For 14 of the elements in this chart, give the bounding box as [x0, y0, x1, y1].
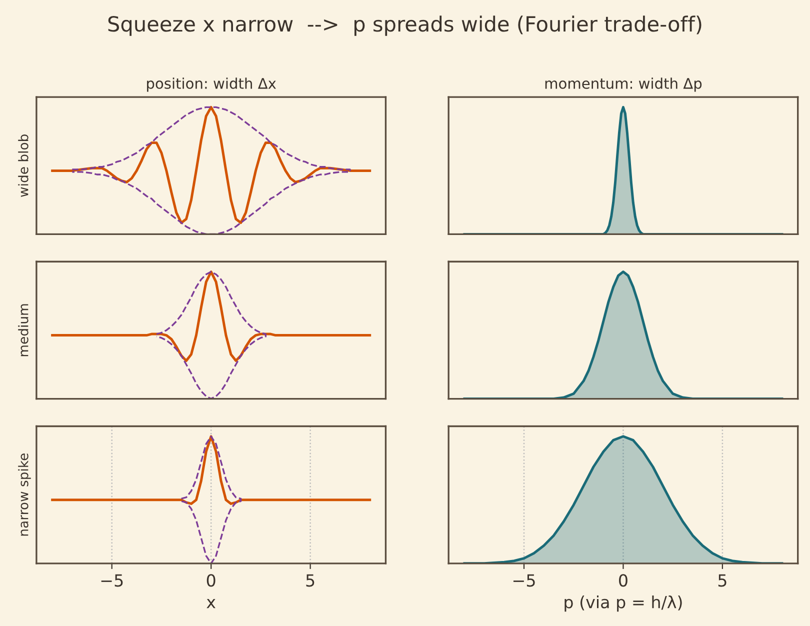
- x-axis-title: x: [206, 599, 216, 608]
- x-tick-label: 0: [206, 574, 216, 587]
- y-axis-title: narrow spike: [18, 454, 31, 536]
- text: Squeeze x narrow --> p spreads wide (Fourier trade-off): [108, 16, 702, 36]
- x-tick-label: −5: [101, 574, 123, 587]
- x-tick-label: 5: [306, 574, 314, 587]
- y-axis-title: medium: [18, 304, 28, 356]
- chart-title: position: width Δx: [147, 78, 276, 92]
- y-axis-title: wide blob: [18, 134, 28, 197]
- x-axis-title: p (via p = h/λ): [564, 596, 682, 612]
- x-tick-label: 0: [619, 574, 628, 587]
- x-tick-label: 5: [718, 574, 726, 587]
- chart-title: momentum: width Δp: [545, 78, 702, 92]
- x-tick-label: −5: [513, 574, 535, 587]
